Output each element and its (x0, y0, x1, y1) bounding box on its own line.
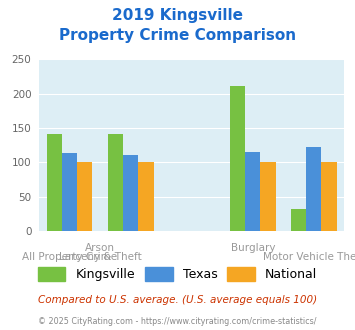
Text: 2019 Kingsville: 2019 Kingsville (112, 8, 243, 23)
Bar (138, 162, 153, 231)
Text: All Property Crime: All Property Crime (22, 252, 117, 262)
Text: Compared to U.S. average. (U.S. average equals 100): Compared to U.S. average. (U.S. average … (38, 295, 317, 305)
Text: Motor Vehicle Theft: Motor Vehicle Theft (263, 252, 355, 262)
Text: © 2025 CityRating.com - https://www.cityrating.com/crime-statistics/: © 2025 CityRating.com - https://www.city… (38, 317, 317, 326)
Bar (322, 162, 337, 231)
Bar (62, 153, 77, 231)
Text: Property Crime Comparison: Property Crime Comparison (59, 28, 296, 43)
Text: Burglary: Burglary (230, 243, 275, 252)
Bar (77, 162, 92, 231)
Bar (291, 209, 306, 231)
Bar (230, 86, 245, 231)
Text: Larceny & Theft: Larceny & Theft (59, 252, 142, 262)
Bar (123, 155, 138, 231)
Bar (245, 152, 261, 231)
Text: Arson: Arson (85, 243, 115, 252)
Bar (47, 134, 62, 231)
Bar (261, 162, 275, 231)
Legend: Kingsville, Texas, National: Kingsville, Texas, National (33, 262, 322, 286)
Bar (306, 147, 322, 231)
Bar (108, 134, 123, 231)
